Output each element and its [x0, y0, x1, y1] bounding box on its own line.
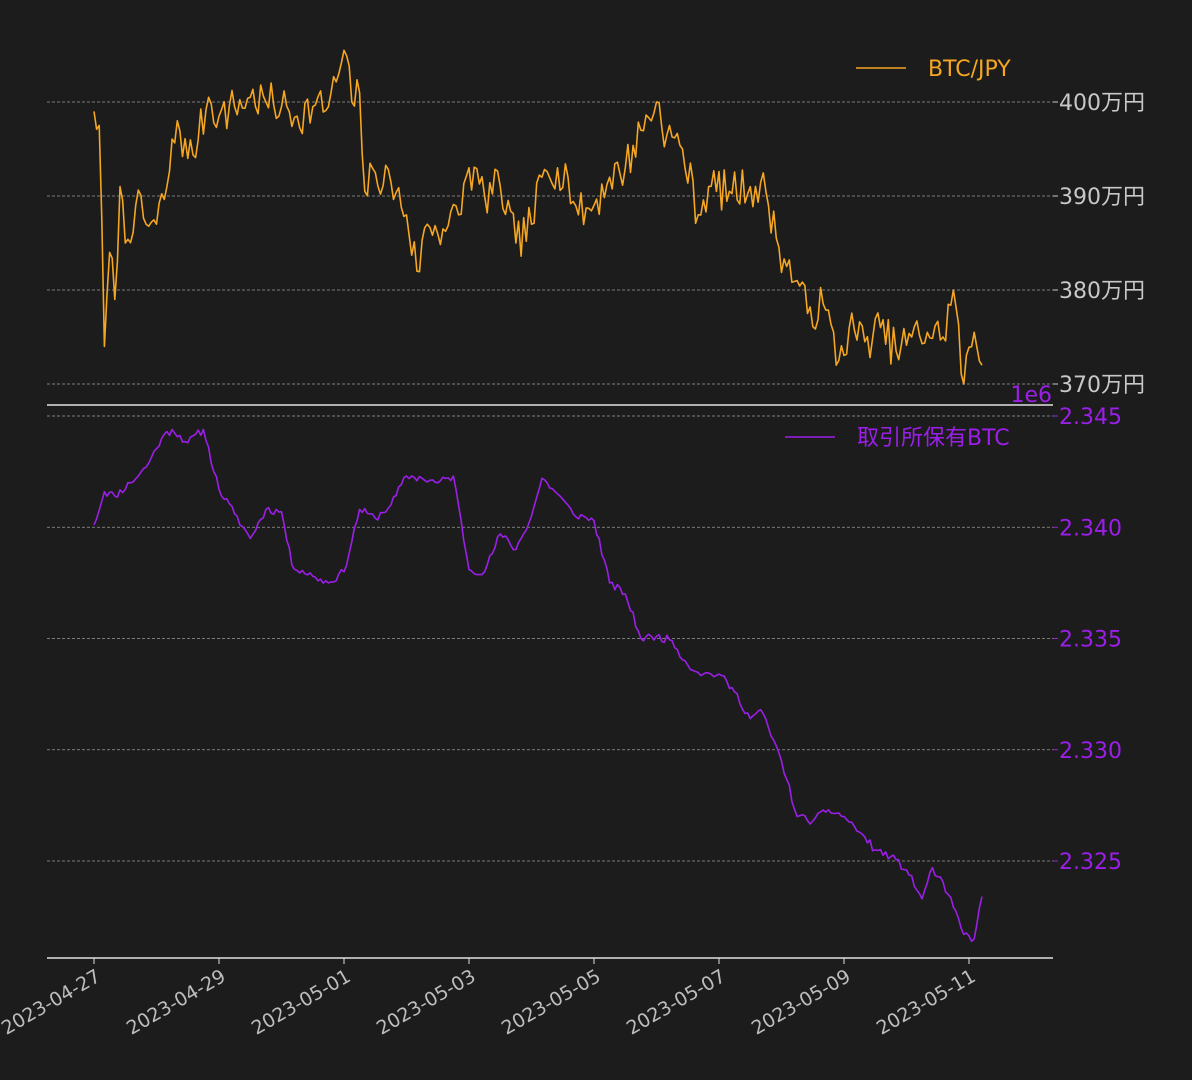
- exchange-holdings-panel: 2.325 2.330 2.335 2.340 2.345 1e6 取引所保有BTC: [47, 383, 1122, 943]
- btc-jpy-line: [93, 49, 983, 385]
- top-panel-y-axis: 370万円 380万円 390万円 400万円: [1053, 91, 1145, 398]
- y-tick-label: 370万円: [1059, 373, 1145, 398]
- bottom-panel-grid: [47, 415, 1053, 862]
- y-tick-label: 2.345: [1059, 405, 1122, 430]
- btc-price-panel: 370万円 380万円 390万円 400万円 BTC/JPY: [47, 49, 1145, 398]
- y-tick-label: 390万円: [1059, 185, 1145, 210]
- exchange-btc-legend-label: 取引所保有BTC: [857, 426, 1010, 451]
- y-tick-label: 400万円: [1059, 91, 1145, 116]
- y-tick-label: 2.340: [1059, 516, 1122, 541]
- y-tick-label: 2.325: [1059, 850, 1122, 875]
- y-tick-label: 380万円: [1059, 279, 1145, 304]
- btc-jpy-legend-label: BTC/JPY: [928, 57, 1011, 82]
- top-panel-grid: [47, 101, 1053, 385]
- y-tick-label: 2.335: [1059, 628, 1122, 653]
- bottom-panel-y-axis: 2.325 2.330 2.335 2.340 2.345: [1053, 405, 1122, 875]
- top-legend: BTC/JPY: [856, 57, 1011, 82]
- bottom-legend: 取引所保有BTC: [785, 426, 1010, 451]
- y-tick-label: 2.330: [1059, 739, 1122, 764]
- y-axis-offset-label: 1e6: [1010, 383, 1052, 408]
- exchange-btc-line: [93, 428, 983, 943]
